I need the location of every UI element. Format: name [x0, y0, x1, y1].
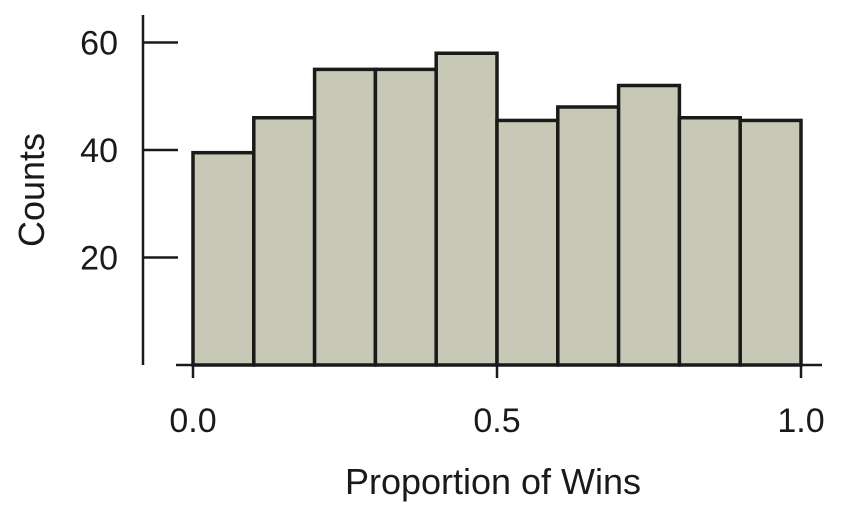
histogram-bar	[373, 67, 438, 367]
histogram-bar	[738, 118, 803, 367]
histogram-bar	[191, 150, 256, 367]
y-tick-label: 20	[80, 240, 118, 278]
histogram-bar	[312, 67, 378, 367]
y-ticks-group: 20 40 60	[80, 25, 178, 278]
histogram-bar	[252, 116, 317, 367]
bars-group	[191, 51, 803, 367]
y-axis-title: Counts	[11, 133, 52, 247]
histogram-bar	[616, 83, 682, 367]
histogram-bar	[677, 116, 742, 367]
y-tick-label: 40	[80, 132, 118, 170]
x-tick-label: 1.0	[777, 402, 824, 440]
x-ticks-group: 0.0 0.5 1.0	[169, 365, 825, 440]
histogram-bar	[434, 51, 499, 367]
x-axis-title: Proportion of Wins	[345, 461, 641, 502]
x-tick-label: 0.5	[473, 402, 520, 440]
histogram-bar	[495, 118, 560, 367]
x-tick-label: 0.0	[169, 402, 216, 440]
histogram-bar	[556, 105, 621, 367]
y-tick-label: 60	[80, 25, 118, 63]
